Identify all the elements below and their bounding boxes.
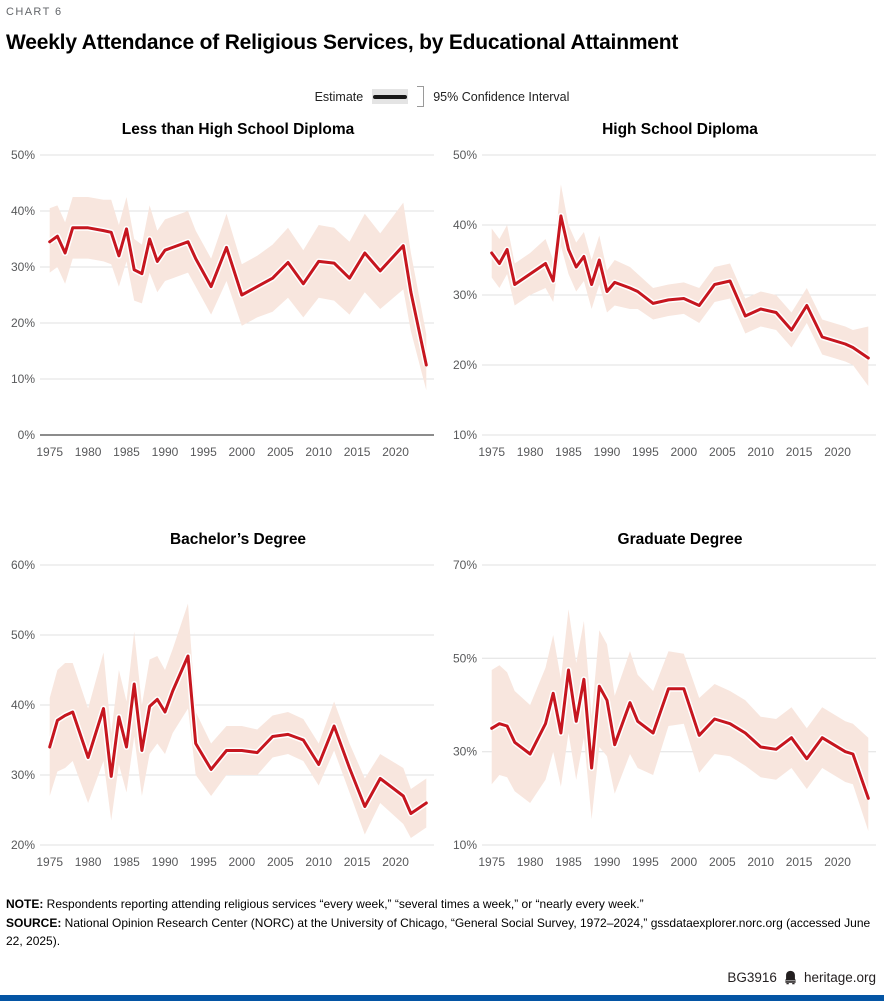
svg-text:2015: 2015: [786, 855, 813, 869]
svg-text:2020: 2020: [824, 855, 851, 869]
svg-text:1985: 1985: [555, 855, 582, 869]
svg-text:1985: 1985: [555, 445, 582, 459]
svg-text:1995: 1995: [190, 855, 217, 869]
svg-text:70%: 70%: [453, 558, 477, 572]
svg-text:1975: 1975: [478, 855, 505, 869]
svg-text:1995: 1995: [632, 855, 659, 869]
svg-text:50%: 50%: [11, 148, 35, 162]
source-line: SOURCE: National Opinion Research Center…: [6, 914, 878, 951]
note-text: Respondents reporting attending religiou…: [43, 897, 644, 911]
svg-text:2010: 2010: [305, 445, 332, 459]
svg-text:2015: 2015: [344, 855, 371, 869]
credit-line: BG3916 heritage.org: [727, 970, 876, 985]
svg-text:2000: 2000: [228, 855, 255, 869]
svg-text:60%: 60%: [11, 558, 35, 572]
svg-text:2020: 2020: [824, 445, 851, 459]
svg-text:1990: 1990: [152, 855, 179, 869]
liberty-bell-icon: [784, 970, 796, 985]
chart-title: Bachelor’s Degree: [169, 531, 307, 548]
svg-text:1985: 1985: [113, 445, 140, 459]
svg-text:1980: 1980: [517, 445, 544, 459]
svg-text:1990: 1990: [152, 445, 179, 459]
svg-text:2010: 2010: [747, 855, 774, 869]
footnotes: NOTE: Respondents reporting attending re…: [6, 895, 878, 951]
svg-text:2000: 2000: [670, 855, 697, 869]
chart-title: Less than High School Diploma: [121, 121, 355, 138]
svg-text:30%: 30%: [11, 260, 35, 274]
estimate-line-icon: [373, 94, 408, 99]
svg-text:2005: 2005: [709, 445, 736, 459]
chart-kicker: CHART 6: [6, 6, 63, 18]
svg-text:2005: 2005: [267, 445, 294, 459]
svg-text:2020: 2020: [382, 855, 409, 869]
svg-text:1975: 1975: [478, 445, 505, 459]
svg-text:2010: 2010: [305, 855, 332, 869]
svg-text:1985: 1985: [113, 855, 140, 869]
svg-text:30%: 30%: [453, 288, 477, 302]
svg-text:2000: 2000: [670, 445, 697, 459]
svg-text:1980: 1980: [75, 445, 102, 459]
svg-text:1980: 1980: [517, 855, 544, 869]
estimate-line-swatch: [372, 89, 409, 104]
svg-text:50%: 50%: [453, 148, 477, 162]
source-label: SOURCE:: [6, 915, 62, 930]
svg-text:30%: 30%: [453, 745, 477, 759]
svg-text:20%: 20%: [11, 838, 35, 852]
svg-text:1975: 1975: [36, 855, 63, 869]
chart-plot-high-school: 10% 20% 30% 40% 50% 1975 1980 1985 1990 1995 2000 2…: [453, 148, 876, 459]
svg-text:2015: 2015: [786, 445, 813, 459]
svg-text:30%: 30%: [11, 768, 35, 782]
svg-text:1980: 1980: [75, 855, 102, 869]
footer-accent-bar: [0, 995, 884, 1001]
charts-grid: Less than High School Diploma 0% 10% 20% 30…: [6, 121, 878, 883]
svg-text:2005: 2005: [267, 855, 294, 869]
svg-text:40%: 40%: [11, 204, 35, 218]
chart-high-school: High School Diploma 10% 20% 30% 40% 50% 1975 1…: [448, 121, 884, 473]
site-name: heritage.org: [803, 970, 876, 985]
svg-text:50%: 50%: [11, 628, 35, 642]
page-title: Weekly Attendance of Religious Services,…: [6, 31, 679, 54]
legend-estimate-label: Estimate: [314, 89, 364, 104]
svg-text:1990: 1990: [594, 855, 621, 869]
svg-text:2020: 2020: [382, 445, 409, 459]
legend-ci-label: 95% Confidence Interval: [433, 89, 570, 104]
svg-text:10%: 10%: [453, 838, 477, 852]
svg-text:10%: 10%: [453, 428, 477, 442]
chart-title: High School Diploma: [602, 121, 758, 138]
svg-text:2000: 2000: [228, 445, 255, 459]
svg-text:20%: 20%: [11, 316, 35, 330]
report-id: BG3916: [727, 970, 777, 985]
chart-less-than-high-school: Less than High School Diploma 0% 10% 20% 30…: [6, 121, 448, 473]
chart-page: CHART 6 Weekly Attendance of Religious S…: [6, 6, 878, 951]
chart-title: Graduate Degree: [617, 531, 743, 548]
svg-text:10%: 10%: [11, 372, 35, 386]
legend: Estimate 95% Confidence Interval: [6, 86, 878, 107]
note-label: NOTE:: [6, 897, 44, 911]
chart-plot-less-than-high-school: 0% 10% 20% 30% 40% 50% 1975 1980 1985 1990 1995 200…: [11, 148, 434, 459]
svg-text:2005: 2005: [709, 855, 736, 869]
source-text: National Opinion Research Center (NORC) …: [6, 915, 871, 949]
note-line: NOTE: Respondents reporting attending re…: [6, 895, 878, 914]
svg-text:50%: 50%: [453, 651, 477, 665]
ci-bracket-icon: [417, 86, 425, 107]
svg-text:20%: 20%: [453, 358, 477, 372]
svg-text:0%: 0%: [18, 428, 36, 442]
svg-text:1995: 1995: [632, 445, 659, 459]
chart-bachelors: Bachelor’s Degree 20% 30% 40% 50% 60% 1975 198…: [6, 531, 448, 883]
svg-text:2015: 2015: [344, 445, 371, 459]
svg-text:40%: 40%: [453, 218, 477, 232]
chart-plot-bachelors: 20% 30% 40% 50% 60% 1975 1980 1985 1990 1995 2000 2…: [11, 558, 434, 869]
svg-text:1975: 1975: [36, 445, 63, 459]
chart-plot-graduate: 10% 30% 50% 70% 1975 1980 1985 1990 1995 2000 2005…: [453, 558, 876, 869]
svg-text:1995: 1995: [190, 445, 217, 459]
svg-text:2010: 2010: [747, 445, 774, 459]
svg-text:1990: 1990: [594, 445, 621, 459]
svg-text:40%: 40%: [11, 698, 35, 712]
chart-graduate: Graduate Degree 10% 30% 50% 70% 1975 1980 1985…: [448, 531, 884, 883]
